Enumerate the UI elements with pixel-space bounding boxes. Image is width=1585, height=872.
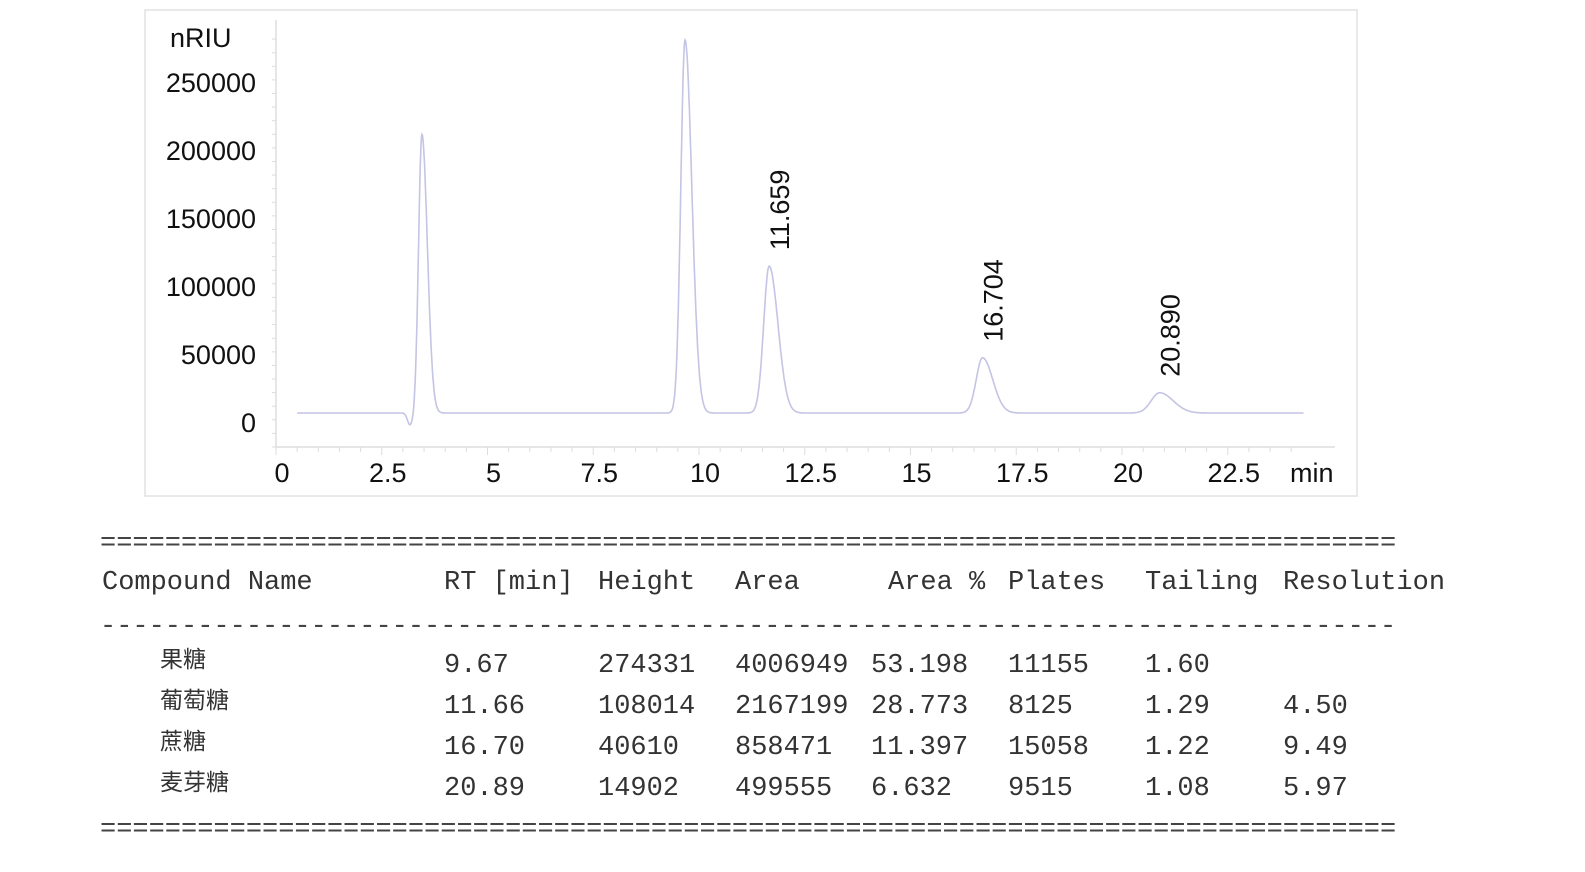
x-tick-label: 22.5 — [1207, 458, 1260, 488]
table-cell: 53.198 — [871, 651, 969, 681]
x-tick-label: 15 — [901, 458, 931, 488]
y-tick-label: 150000 — [166, 204, 256, 234]
table-cell: 5.97 — [1283, 774, 1348, 804]
x-tick-label: 17.5 — [996, 458, 1049, 488]
x-tick-label: 20 — [1113, 458, 1143, 488]
x-axis-unit: min — [1290, 458, 1334, 488]
double-separator: ========================================… — [100, 817, 1397, 844]
compound-name: 果糖 — [160, 647, 206, 673]
chromatogram-chart: 0 2.5 5 7.5 10 12.5 15 17.5 20 22.5 0 50000 100000 15… — [144, 9, 1358, 497]
table-cell: 15058 — [1008, 733, 1090, 763]
x-tick-label: 7.5 — [580, 458, 618, 488]
compound-name: 麦芽糖 — [160, 770, 229, 796]
table-cell: 11.66 — [444, 692, 526, 722]
table-cell: 14902 — [598, 774, 680, 804]
column-header: Area % — [888, 568, 986, 598]
y-tick-label: 100000 — [166, 272, 256, 302]
table-cell: 2167199 — [735, 692, 849, 722]
y-tick-label: 50000 — [181, 340, 256, 370]
table-cell: 11.397 — [871, 733, 969, 763]
peak-label: 16.704 — [979, 259, 1009, 342]
column-header: Plates — [1008, 568, 1106, 598]
table-cell: 1.22 — [1145, 733, 1210, 763]
x-tick-label: 5 — [486, 458, 501, 488]
table-cell: 274331 — [598, 651, 696, 681]
compound-name: 葡萄糖 — [160, 688, 229, 714]
table-cell: 9515 — [1008, 774, 1073, 804]
chromatogram-trace — [297, 38, 1304, 426]
column-header: Compound Name — [102, 568, 313, 598]
compound-name: 蔗糖 — [160, 729, 206, 755]
peak-label: 11.659 — [765, 170, 795, 251]
table-cell: 40610 — [598, 733, 680, 763]
table-cell: 28.773 — [871, 692, 969, 722]
table-cell: 499555 — [735, 774, 833, 804]
single-separator: ----------------------------------------… — [100, 614, 1397, 641]
table-cell: 108014 — [598, 692, 696, 722]
column-header: Resolution — [1283, 568, 1446, 598]
table-cell: 8125 — [1008, 692, 1073, 722]
x-tick-label: 2.5 — [369, 458, 407, 488]
table-cell: 6.632 — [871, 774, 953, 804]
table-cell: 1.60 — [1145, 651, 1210, 681]
table-cell: 16.70 — [444, 733, 526, 763]
table-cell: 1.08 — [1145, 774, 1210, 804]
table-cell: 11155 — [1008, 651, 1090, 681]
table-cell: 9.49 — [1283, 733, 1348, 763]
column-header: Tailing — [1145, 568, 1259, 598]
x-tick-label: 0 — [274, 458, 289, 488]
x-tick-label: 12.5 — [784, 458, 837, 488]
table-cell: 4.50 — [1283, 692, 1348, 722]
column-header: RT [min] — [444, 568, 574, 598]
chart-frame — [144, 9, 1358, 497]
table-cell: 20.89 — [444, 774, 526, 804]
y-tick-label: 200000 — [166, 136, 256, 166]
table-cell: 4006949 — [735, 651, 849, 681]
table-cell: 1.29 — [1145, 692, 1210, 722]
peak-label: 20.890 — [1156, 294, 1186, 377]
y-tick-label: 250000 — [166, 68, 256, 98]
column-header: Area — [735, 568, 800, 598]
table-cell: 858471 — [735, 733, 833, 763]
column-header: Height — [598, 568, 696, 598]
y-axis-label: nRIU — [170, 23, 232, 53]
y-tick-label: 0 — [241, 408, 256, 438]
double-separator: ========================================… — [100, 531, 1397, 558]
table-cell: 9.67 — [444, 651, 509, 681]
x-tick-label: 10 — [690, 458, 720, 488]
